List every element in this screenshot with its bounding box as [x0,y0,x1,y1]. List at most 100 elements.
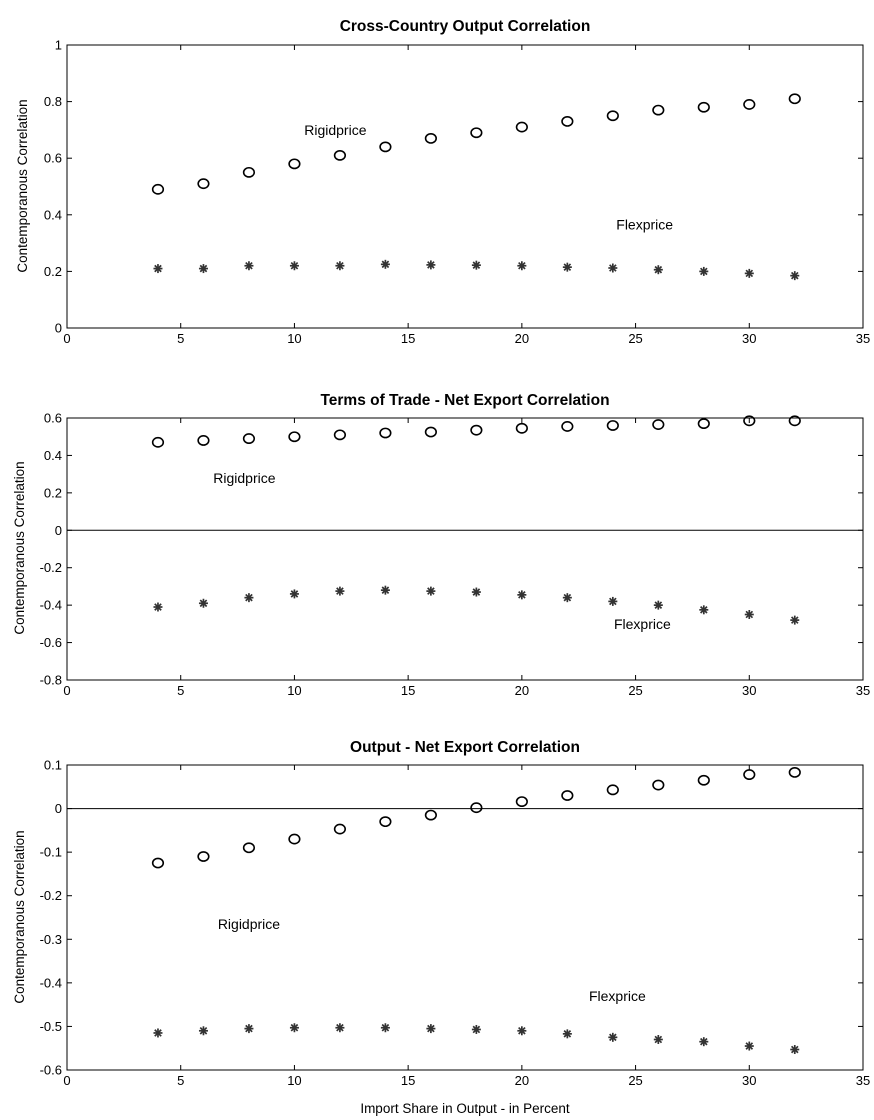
y-tick-label: 0.6 [44,411,62,426]
x-tick-label: 5 [177,1073,184,1088]
x-tick-label: 25 [628,683,642,698]
x-tick-label: 25 [628,1073,642,1088]
rigidprice-point [424,426,437,438]
flexprice-point [426,1024,436,1034]
x-tick-label: 10 [287,1073,301,1088]
x-tick-label: 25 [628,331,642,346]
flexprice-point [471,260,481,270]
flexprice-point [198,1026,208,1036]
rigidprice-point [743,415,756,427]
flexprice-point [699,266,709,276]
rigidprice-point [333,823,347,835]
rigidprice-point [333,149,347,161]
x-axis-label: Import Share in Output - in Percent [360,1101,570,1116]
series-annotation: Rigidprice [304,122,366,138]
rigidprice-point [424,132,437,144]
flexprice-point [744,610,754,619]
flexprice-point [471,587,481,597]
rigidprice-point [515,796,528,807]
x-tick-label: 0 [63,331,70,346]
flexprice-point [608,596,618,606]
y-tick-label: -0.4 [40,598,62,613]
x-tick-label: 10 [287,683,301,698]
flexprice-point [653,1035,663,1044]
y-tick-label: 0.4 [44,448,62,463]
y-tick-label: -0.6 [40,635,62,650]
x-tick-label: 15 [401,1073,415,1088]
x-tick-label: 0 [63,683,70,698]
rigidprice-point [652,419,665,430]
flexprice-point [426,260,436,270]
series-annotation: Flexprice [589,988,646,1004]
y-tick-label: 0.4 [44,207,62,222]
flexprice-point [244,1024,254,1034]
y-tick-label: -0.1 [40,845,62,860]
flexprice-point [699,605,709,615]
y-tick-label: 0 [55,321,62,336]
y-tick-label: -0.2 [40,888,62,903]
panel-title: Terms of Trade - Net Export Correlation [320,392,609,409]
flexprice-point [699,1037,709,1047]
rigidprice-point [197,178,210,190]
flexprice-point [289,261,299,271]
x-tick-label: 5 [177,683,184,698]
flexprice-point [744,1041,754,1051]
flexprice-point [653,600,663,610]
rigidprice-point [743,99,756,110]
x-tick-label: 20 [515,683,529,698]
flexprice-point [744,268,754,278]
series-annotation: Flexprice [616,217,673,233]
rigidprice-point [515,121,528,133]
rigidprice-point [652,779,665,791]
series-annotation: Rigidprice [213,470,275,486]
flexprice-point [153,1028,163,1038]
flexprice-point [380,259,390,269]
rigidprice-point [379,816,392,828]
flexprice-point [198,264,208,274]
flexprice-point [790,271,800,281]
panel-terms-of-trade: Terms of Trade - Net Export Correlation … [12,392,870,698]
rigidprice-point [151,436,165,448]
rigidprice-point [333,429,347,441]
y-tick-label: 0.8 [44,94,62,109]
rigidprice-point [697,418,710,430]
rigidprice-point [788,93,801,105]
rigidprice-point [697,101,710,113]
y-tick-label: -0.5 [40,1019,62,1034]
x-tick-label: 30 [742,683,756,698]
plot-frame [66,417,864,681]
y-tick-label: 0 [55,523,62,538]
rigidprice-point [288,158,301,170]
x-tick-label: 35 [856,331,870,346]
flexprice-point [562,593,572,603]
flexprice-point [471,1024,481,1034]
axis-ticks: 0 5 10 15 20 25 30 35 0 0.2 0.4 0.6 0.8 1 [44,38,870,347]
y-tick-label: -0.3 [40,932,62,947]
y-axis-label: Contemporanous Correlation [15,99,30,272]
x-tick-label: 0 [63,1073,70,1088]
x-tick-label: 5 [177,331,184,346]
rigidprice-point [242,166,256,178]
rigidprice-point [470,802,483,814]
panel-output-net-export: Output - Net Export Correlation Contempo… [12,739,870,1088]
x-tick-label: 20 [515,331,529,346]
flexprice-point [790,1045,800,1055]
flexprice-point [608,1032,618,1042]
rigidprice-point [788,415,801,427]
x-tick-label: 15 [401,331,415,346]
flexprice-point [289,589,299,599]
y-tick-label: 0.6 [44,151,62,166]
rigidprice-point [379,427,392,439]
annotations: Rigidprice Flexprice [218,916,646,1004]
data-marks [151,93,801,281]
y-tick-label: -0.8 [40,673,62,688]
rigidprice-point [470,127,483,139]
rigidprice-point [379,141,392,153]
rigidprice-point [242,842,256,854]
panel-title: Cross-Country Output Correlation [340,18,591,35]
flexprice-point [653,265,663,275]
x-tick-label: 35 [856,683,870,698]
flexprice-point [335,586,345,596]
flexprice-point [517,590,527,600]
x-tick-label: 20 [515,1073,529,1088]
